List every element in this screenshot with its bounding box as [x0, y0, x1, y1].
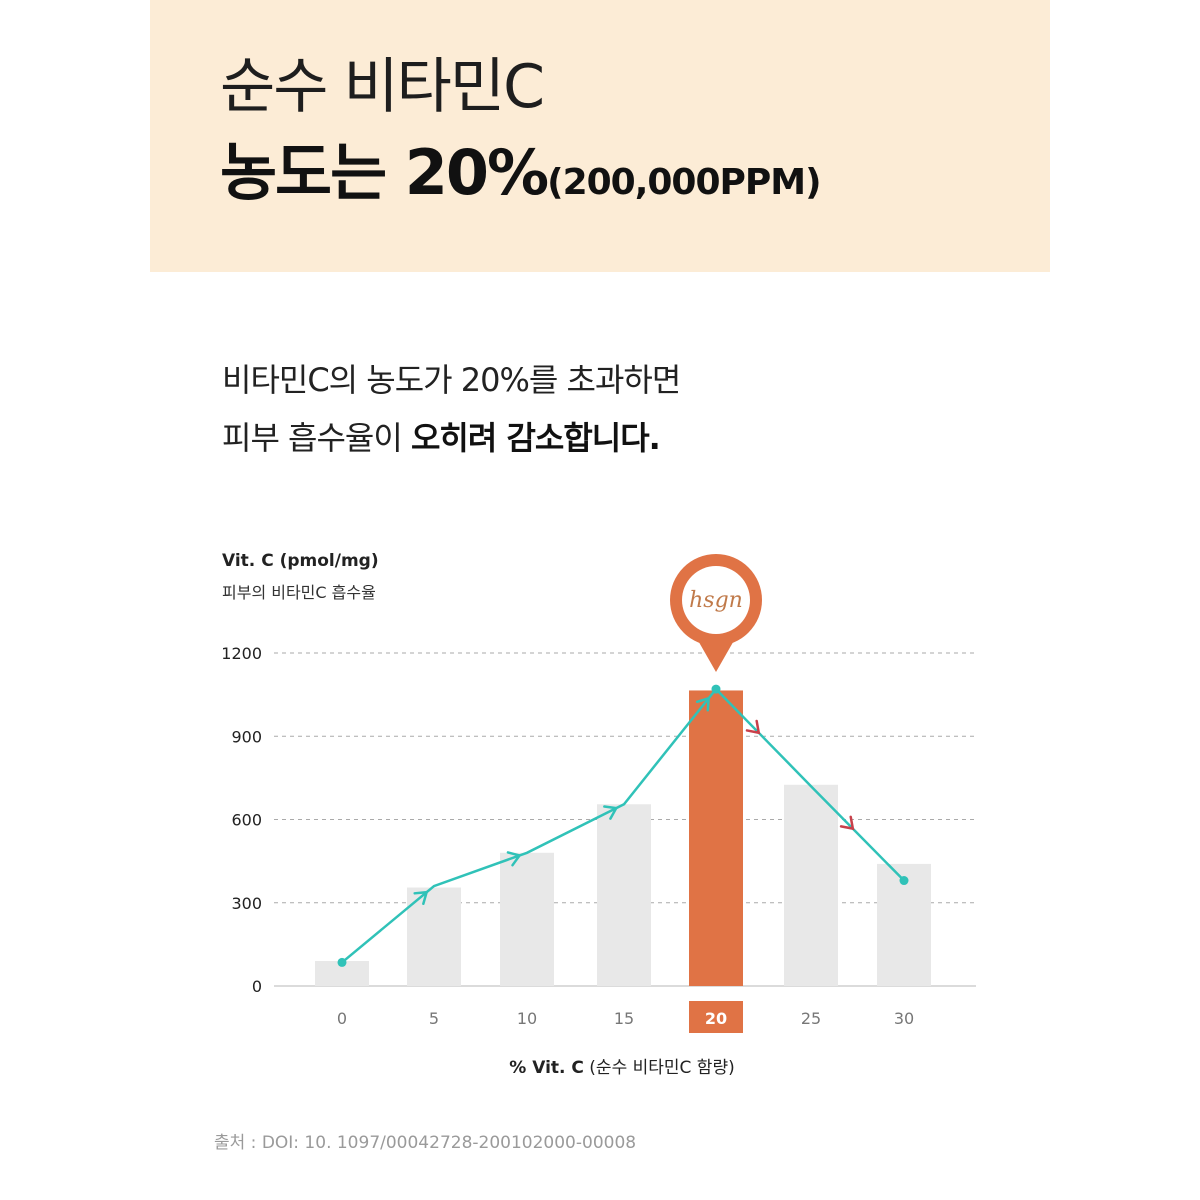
title-ppm: (200,000PPM): [547, 162, 821, 203]
rising-arrow-icon: [506, 851, 522, 867]
description-line-1: 비타민C의 농도가 20%를 초과하면: [222, 361, 681, 399]
trend-arrows: [413, 696, 855, 905]
rising-arrow-icon: [695, 696, 711, 712]
x-tick-label: 25: [801, 1009, 821, 1028]
title-concentration: 농도는 20%: [220, 136, 549, 209]
bar: [597, 804, 651, 986]
y-tick-label: 0: [252, 977, 262, 996]
y-tick-label: 900: [231, 727, 262, 746]
y-axis-sublabel: 피부의 비타민C 흡수율: [222, 583, 376, 602]
x-axis-label-rest: (순수 비타민C 함량): [584, 1058, 735, 1078]
description-line-2-regular: 피부 흡수율이: [222, 419, 411, 457]
title-line-2: 농도는 20%(200,000PPM): [220, 122, 822, 212]
rising-arrow-icon: [603, 805, 619, 820]
x-tick-highlight-box: [689, 1001, 743, 1033]
source-citation: 출처 : DOI: 10. 1097/00042728-200102000-00…: [214, 1133, 637, 1153]
falling-arrow-icon: [839, 815, 855, 831]
absorption-bar-chart: Vit. C (pmol/mg) 피부의 비타민C 흡수율 0300600900…: [221, 551, 976, 1078]
y-tick-label: 300: [231, 894, 262, 913]
x-axis-label-bold: % Vit. C: [509, 1058, 584, 1078]
x-tick-label: 0: [337, 1009, 347, 1028]
rising-arrow-icon: [413, 890, 429, 905]
bars: [315, 690, 931, 986]
title-line-1: 순수 비타민C: [220, 52, 545, 122]
falling-arrow-icon: [745, 719, 761, 735]
header-banner: 순수 비타민C 농도는 20%(200,000PPM): [150, 0, 1050, 272]
trend-point: [899, 876, 909, 886]
x-tick-label: 5: [429, 1009, 439, 1028]
x-tick-label: 20: [705, 1009, 727, 1028]
trend-polyline: [341, 687, 905, 964]
bar-highlight: [689, 690, 743, 986]
description-line-2: 피부 흡수율이 오히려 감소합니다.: [222, 413, 661, 459]
x-axis-label: % Vit. C (순수 비타민C 함량): [509, 1058, 734, 1078]
trend-point: [711, 684, 721, 694]
trend-point: [337, 957, 347, 967]
bar: [500, 852, 554, 986]
y-tick-label: 600: [231, 811, 262, 830]
description-line-2-bold: 오히려 감소합니다.: [410, 419, 661, 457]
y-axis-label: Vit. C (pmol/mg): [222, 551, 379, 571]
highlight-marker: hsgn: [670, 554, 762, 672]
trend-line: [337, 684, 909, 967]
x-tick-label: 10: [517, 1009, 537, 1028]
bar: [407, 887, 461, 986]
brand-logo: hsgn: [689, 588, 743, 613]
x-ticks: 0 5 10 15 20 25 30: [337, 1001, 914, 1033]
y-tick-label: 1200: [221, 644, 262, 663]
x-tick-label: 30: [894, 1009, 914, 1028]
marker-pin-inner: [682, 566, 750, 634]
bar: [784, 784, 838, 986]
x-tick-label: 15: [614, 1009, 634, 1028]
